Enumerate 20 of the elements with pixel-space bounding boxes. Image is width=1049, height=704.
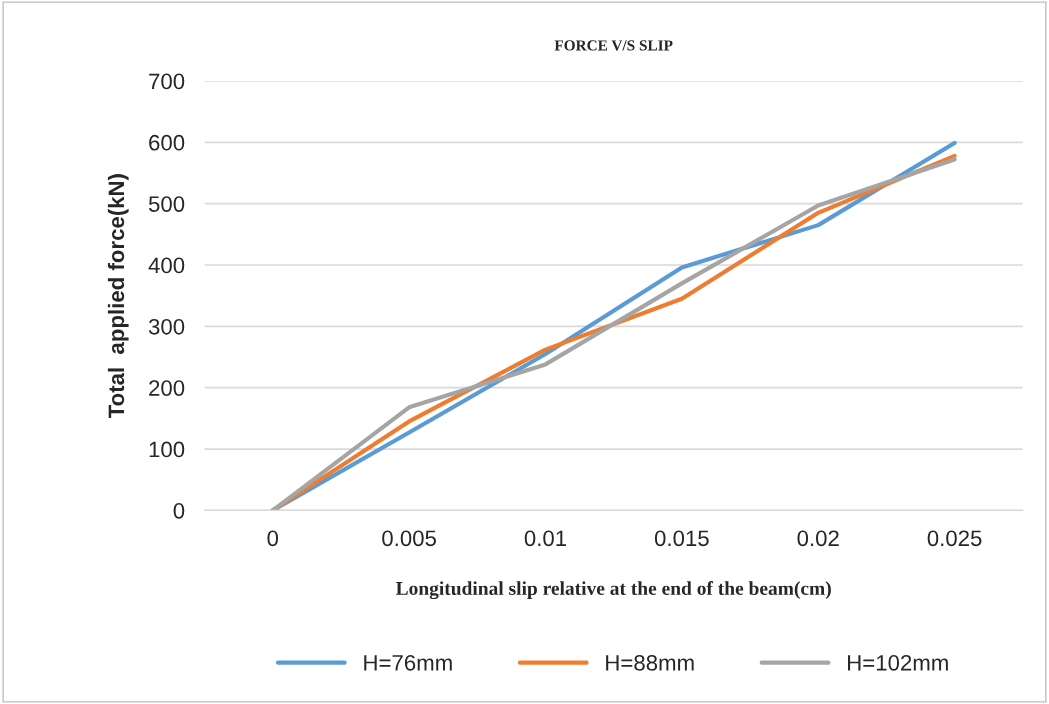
x-tick-label: 0.025 xyxy=(927,530,982,547)
chart-title: FORCE V/S SLIP xyxy=(554,40,673,51)
y-tick-label: 500 xyxy=(148,196,185,212)
y-tick-label: 200 xyxy=(149,380,185,396)
y-tick-label: 300 xyxy=(148,318,185,335)
legend-label: H=88mm xyxy=(606,654,694,671)
y-tick-label: 700 xyxy=(149,73,185,90)
y-tick-label: 600 xyxy=(149,134,185,151)
x-tick-label: 0.015 xyxy=(654,530,709,547)
x-tick-label: 0 xyxy=(267,530,279,547)
y-tick-label: 400 xyxy=(148,257,185,274)
x-tick-label: 0.005 xyxy=(382,530,436,547)
legend-label: H=76mm xyxy=(364,654,452,671)
y-axis-title: Total applied force(kN) xyxy=(107,174,129,419)
x-axis-title: Longitudinal slip relative at the end of the beam(cm) xyxy=(395,581,831,600)
x-tick-label: 0.02 xyxy=(797,530,839,547)
legend-label: H=102mm xyxy=(848,654,948,671)
y-tick-label: 100 xyxy=(149,441,185,458)
x-tick-label: 0.01 xyxy=(524,530,567,547)
y-tick-label: 0 xyxy=(173,502,185,519)
